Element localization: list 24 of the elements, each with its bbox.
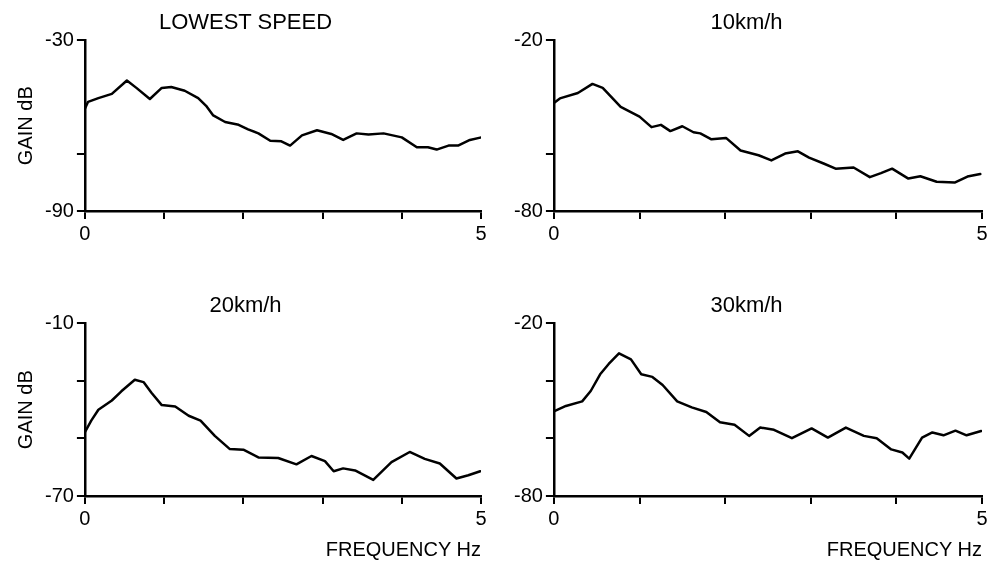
x-axis-title: FREQUENCY Hz [325, 537, 481, 560]
y-tick-label: -70 [45, 483, 74, 506]
y-axis-title: GAIN dB [13, 370, 36, 450]
x-tick-label: 5 [475, 221, 487, 244]
y-axis-title: GAIN dB [13, 86, 36, 166]
y-tick-label: -20 [514, 310, 543, 333]
y-tick-label: -80 [514, 483, 543, 506]
y-tick-label: -20 [514, 27, 543, 50]
x-tick-label: 0 [79, 506, 91, 529]
chart-title: 10km/h [710, 9, 783, 35]
chart-title: LOWEST SPEED [158, 9, 333, 35]
y-tick-label: -30 [45, 27, 74, 50]
x-tick-label: 5 [475, 506, 487, 529]
y-tick-label: -80 [514, 198, 543, 221]
x-tick-label: 0 [79, 221, 91, 244]
x-tick-label: 5 [976, 221, 988, 244]
x-axis-title: FREQUENCY Hz [826, 537, 982, 560]
y-tick-label: -90 [45, 198, 74, 221]
chart-title: 20km/h [209, 292, 282, 318]
x-tick-label: 0 [548, 506, 560, 529]
chart-title: 30km/h [710, 292, 783, 318]
x-tick-label: 0 [548, 221, 560, 244]
y-tick-label: -10 [45, 310, 74, 333]
x-tick-label: 5 [976, 506, 988, 529]
